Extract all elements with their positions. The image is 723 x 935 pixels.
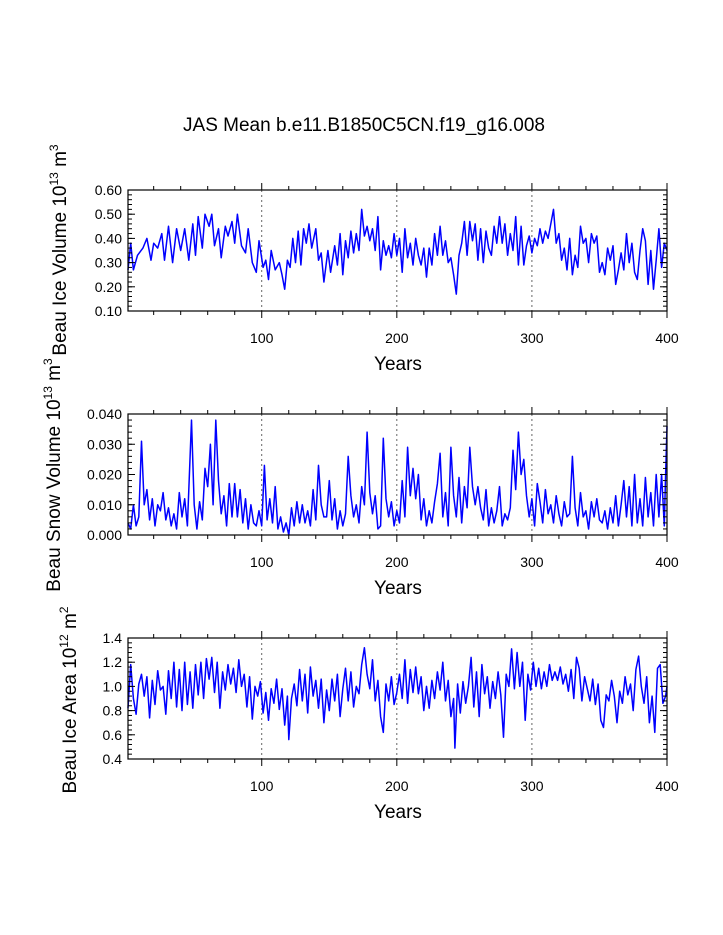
- y-tick-label-snow-volume: 0.040: [87, 406, 122, 422]
- y-tick-label-ice-area: 0.6: [103, 727, 123, 743]
- x-tick-label-snow-volume: 300: [520, 554, 544, 570]
- x-tick-label-ice-volume: 100: [250, 330, 274, 346]
- y-tick-label-snow-volume: 0.000: [87, 527, 122, 543]
- y-tick-label-snow-volume: 0.010: [87, 497, 122, 513]
- series-line-ice-volume: [127, 208, 668, 295]
- x-tick-label-ice-volume: 400: [655, 330, 679, 346]
- chart-title: JAS Mean b.e11.B1850C5CN.f19_g16.008: [183, 115, 545, 136]
- y-tick-label-ice-volume: 0.10: [95, 303, 122, 319]
- y-axis-title-ice-volume: Beau Ice Volume 1013 m3: [47, 144, 71, 356]
- y-tick-label-snow-volume: 0.030: [87, 436, 122, 452]
- series-line-ice-area: [127, 646, 668, 749]
- panel-snow-volume: 0.040 0.030 0.020 0.010 0.000 100 200 300 400 Ye…: [41, 358, 679, 599]
- x-tick-label-ice-area: 200: [385, 778, 409, 794]
- y-tick-label-ice-area: 1.0: [103, 678, 123, 694]
- y-axis-title-ice-area: Beau Ice Area 1012 m2: [57, 606, 81, 793]
- x-tick-label-snow-volume: 400: [655, 554, 679, 570]
- x-axis-title-snow-volume: Years: [374, 578, 422, 599]
- x-axis-title-ice-area: Years: [374, 802, 422, 823]
- plot-frame-ice-volume: [127, 189, 668, 312]
- y-tick-label-ice-area: 0.4: [103, 751, 123, 767]
- x-tick-label-snow-volume: 200: [385, 554, 409, 570]
- y-tick-label-ice-volume: 0.30: [95, 255, 122, 271]
- x-tick-label-ice-volume: 300: [520, 330, 544, 346]
- y-tick-label-ice-volume: 0.50: [95, 206, 122, 222]
- x-tick-label-ice-area: 400: [655, 778, 679, 794]
- y-axis-title-snow-volume: Beau Snow Volume 1013 m3: [41, 358, 65, 592]
- y-tick-label-ice-volume: 0.20: [95, 279, 122, 295]
- y-tick-label-ice-area: 0.8: [103, 703, 123, 719]
- x-tick-label-snow-volume: 100: [250, 554, 274, 570]
- y-tick-label-ice-area: 1.4: [103, 630, 123, 646]
- y-tick-label-ice-volume: 0.60: [95, 182, 122, 198]
- x-tick-label-ice-volume: 200: [385, 330, 409, 346]
- y-tick-label-ice-area: 1.2: [103, 654, 123, 670]
- y-tick-label-snow-volume: 0.020: [87, 467, 122, 483]
- x-tick-label-ice-area: 100: [250, 778, 274, 794]
- series-line-snow-volume: [127, 419, 668, 536]
- x-tick-label-ice-area: 300: [520, 778, 544, 794]
- panel-ice-volume: 0.60 0.50 0.40 0.30 0.20 0.10 100 200 300 400 Yea…: [47, 144, 679, 375]
- x-axis-title-ice-volume: Years: [374, 354, 422, 375]
- plot-frame-ice-area: [127, 637, 668, 760]
- panel-ice-area: 1.4 1.2 1.0 0.8 0.6 0.4 100 200 300 400 Years Bea…: [57, 606, 679, 823]
- y-tick-label-ice-volume: 0.40: [95, 230, 122, 246]
